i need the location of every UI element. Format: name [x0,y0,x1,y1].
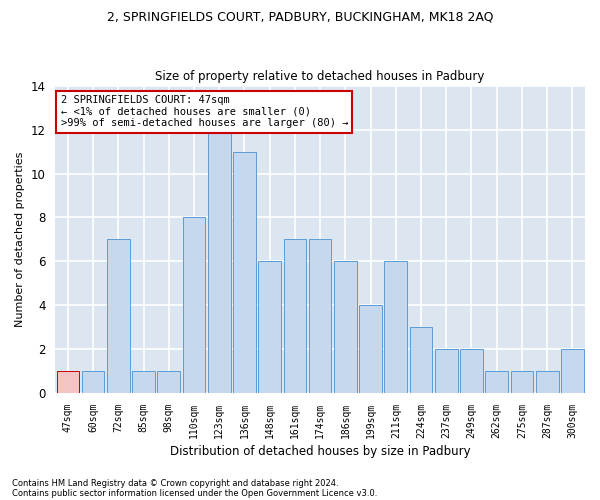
Bar [56,370,79,392]
Bar [561,349,584,393]
Bar [536,370,559,392]
Bar [385,261,407,392]
Bar [511,370,533,392]
Bar [410,327,433,392]
Bar [82,370,104,392]
Bar [485,370,508,392]
Bar [132,370,155,392]
Text: 2 SPRINGFIELDS COURT: 47sqm
← <1% of detached houses are smaller (0)
>99% of sem: 2 SPRINGFIELDS COURT: 47sqm ← <1% of det… [61,96,348,128]
Bar [157,370,180,392]
Title: Size of property relative to detached houses in Padbury: Size of property relative to detached ho… [155,70,485,84]
Bar [334,261,357,392]
Bar [208,130,230,392]
Bar [259,261,281,392]
Y-axis label: Number of detached properties: Number of detached properties [15,152,25,327]
Text: 2, SPRINGFIELDS COURT, PADBURY, BUCKINGHAM, MK18 2AQ: 2, SPRINGFIELDS COURT, PADBURY, BUCKINGH… [107,10,493,23]
Bar [359,305,382,392]
Bar [233,152,256,392]
Bar [460,349,483,393]
Text: Contains HM Land Registry data © Crown copyright and database right 2024.: Contains HM Land Registry data © Crown c… [12,478,338,488]
Bar [435,349,458,393]
Bar [284,240,306,392]
Bar [107,240,130,392]
Text: Contains public sector information licensed under the Open Government Licence v3: Contains public sector information licen… [12,488,377,498]
X-axis label: Distribution of detached houses by size in Padbury: Distribution of detached houses by size … [170,444,470,458]
Bar [309,240,331,392]
Bar [182,218,205,392]
